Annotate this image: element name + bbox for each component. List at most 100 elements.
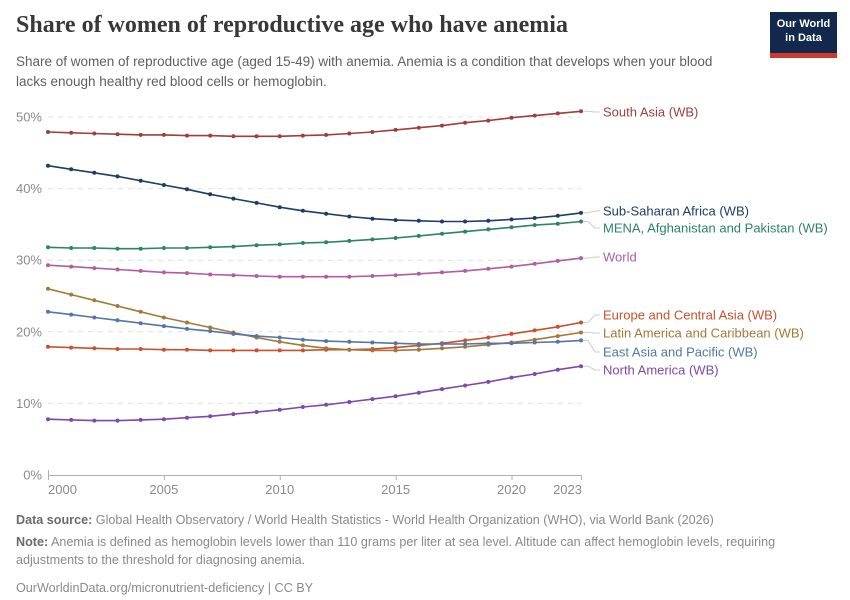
chart-point-europe-central-asia — [300, 348, 305, 353]
chart-point-world — [115, 267, 120, 272]
chart-line-east-asia-pacific — [47, 311, 582, 345]
chart-point-latin-america-caribbean — [69, 292, 74, 297]
chart-point-east-asia-pacific — [532, 340, 537, 345]
chart-point-sub-saharan-africa — [509, 217, 514, 222]
chart-point-europe-central-asia — [69, 345, 74, 350]
chart-point-latin-america-caribbean — [92, 298, 97, 303]
chart-point-europe-central-asia — [208, 348, 213, 353]
chart-point-north-america — [138, 417, 143, 422]
chart-point-world — [138, 268, 143, 273]
chart-point-mena-afghanistan-pakistan — [347, 238, 352, 243]
chart-point-mena-afghanistan-pakistan — [138, 246, 143, 251]
chart-point-east-asia-pacific — [324, 339, 329, 344]
chart-point-mena-afghanistan-pakistan — [579, 219, 583, 224]
chart-point-north-america — [463, 383, 468, 388]
legend-label-east-asia-pacific: East Asia and Pacific (WB) — [603, 345, 758, 360]
chart-point-north-america — [92, 418, 97, 423]
chart-point-latin-america-caribbean — [324, 346, 329, 351]
chart-point-world — [300, 274, 305, 279]
y-axis-tick-label: 40% — [16, 181, 42, 196]
chart-point-mena-afghanistan-pakistan — [92, 246, 97, 250]
page-title: Share of women of reproductive age who h… — [16, 12, 568, 38]
chart-point-south-asia — [138, 132, 143, 137]
chart-point-south-asia — [532, 113, 537, 118]
chart-point-east-asia-pacific — [416, 342, 421, 346]
chart-point-east-asia-pacific — [486, 341, 491, 346]
chart-point-east-asia-pacific — [370, 340, 375, 345]
chart-point-mena-afghanistan-pakistan — [532, 223, 537, 228]
chart-point-sub-saharan-africa — [393, 218, 398, 223]
chart-point-mena-afghanistan-pakistan — [509, 225, 514, 230]
chart-point-latin-america-caribbean — [46, 286, 50, 291]
chart-point-south-asia — [208, 133, 213, 138]
chart-point-latin-america-caribbean — [347, 347, 352, 352]
chart-point-world — [463, 268, 468, 273]
chart-point-mena-afghanistan-pakistan — [277, 242, 282, 247]
chart-point-europe-central-asia — [115, 347, 120, 351]
owid-logo: Our World in Data — [770, 12, 837, 58]
y-axis-tick-label: 0% — [23, 468, 42, 483]
chart-point-mena-afghanistan-pakistan — [185, 246, 189, 250]
chart-point-europe-central-asia — [463, 338, 468, 343]
x-axis-tick-label: 2000 — [48, 482, 77, 497]
chart-point-north-america — [532, 372, 537, 376]
legend-connector-south-asia — [583, 110, 600, 113]
legend-label-world: World — [603, 250, 637, 265]
chart-point-mena-afghanistan-pakistan — [254, 243, 259, 248]
chart-point-north-america — [486, 379, 491, 384]
chart-point-north-america — [231, 412, 236, 417]
chart-point-east-asia-pacific — [208, 329, 213, 334]
chart-point-world — [92, 266, 97, 271]
chart-point-world — [231, 273, 236, 278]
chart-point-north-america — [69, 417, 74, 422]
chart-point-east-asia-pacific — [92, 315, 97, 320]
chart-point-south-asia — [393, 127, 398, 132]
chart-point-europe-central-asia — [138, 347, 143, 351]
chart-point-world — [532, 261, 537, 266]
chart-point-north-america — [185, 415, 189, 420]
datasource-line: Data source: Global Health Observatory /… — [16, 511, 844, 530]
chart-point-sub-saharan-africa — [231, 196, 236, 201]
chart-line-europe-central-asia — [47, 321, 582, 352]
legend-connector-europe-central-asia — [583, 314, 600, 323]
chart-point-latin-america-caribbean — [532, 337, 537, 342]
legend-label-europe-central-asia: Europe and Central Asia (WB) — [603, 308, 777, 323]
chart-point-north-america — [324, 402, 329, 407]
chart-point-europe-central-asia — [92, 346, 97, 351]
chart-subtitle: Share of women of reproductive age (aged… — [16, 54, 713, 90]
legend-connector-latin-america-caribbean — [583, 332, 600, 334]
chart-point-east-asia-pacific — [463, 342, 468, 346]
chart-point-south-asia — [486, 118, 491, 123]
chart-point-south-asia — [509, 115, 514, 120]
chart-point-sub-saharan-africa — [254, 200, 259, 205]
legend-label-north-america: North America (WB) — [603, 363, 719, 378]
chart-point-world — [46, 263, 50, 268]
chart-point-south-asia — [324, 132, 329, 137]
chart-point-east-asia-pacific — [509, 341, 514, 346]
chart-point-latin-america-caribbean — [416, 347, 421, 352]
chart-point-sub-saharan-africa — [92, 170, 97, 175]
chart-point-east-asia-pacific — [555, 339, 560, 344]
chart-line-world — [47, 257, 582, 278]
chart-point-south-asia — [277, 134, 282, 139]
chart-point-south-asia — [440, 123, 444, 128]
chart-point-latin-america-caribbean — [370, 348, 375, 353]
chart-point-sub-saharan-africa — [138, 178, 143, 183]
anemia-line-chart: 0% 10% 20% 30% 40% 50% 2000 2005 2010 2015 2020 202… — [16, 105, 828, 498]
chart-point-north-america — [46, 417, 50, 422]
chart-point-mena-afghanistan-pakistan — [208, 245, 213, 250]
chart-point-sub-saharan-africa — [370, 216, 375, 221]
chart-point-sub-saharan-africa — [555, 213, 560, 218]
chart-point-world — [208, 272, 213, 277]
chart-point-world — [370, 274, 375, 278]
chart-point-sub-saharan-africa — [277, 205, 282, 210]
chart-point-sub-saharan-africa — [440, 219, 444, 224]
chart-point-east-asia-pacific — [300, 337, 305, 342]
y-axis-tick-label: 30% — [16, 253, 42, 268]
chart-point-north-america — [277, 407, 282, 412]
chart-point-latin-america-caribbean — [208, 325, 213, 330]
chart-point-mena-afghanistan-pakistan — [555, 221, 560, 226]
chart-point-mena-afghanistan-pakistan — [46, 245, 50, 250]
chart-point-sub-saharan-africa — [208, 192, 213, 197]
